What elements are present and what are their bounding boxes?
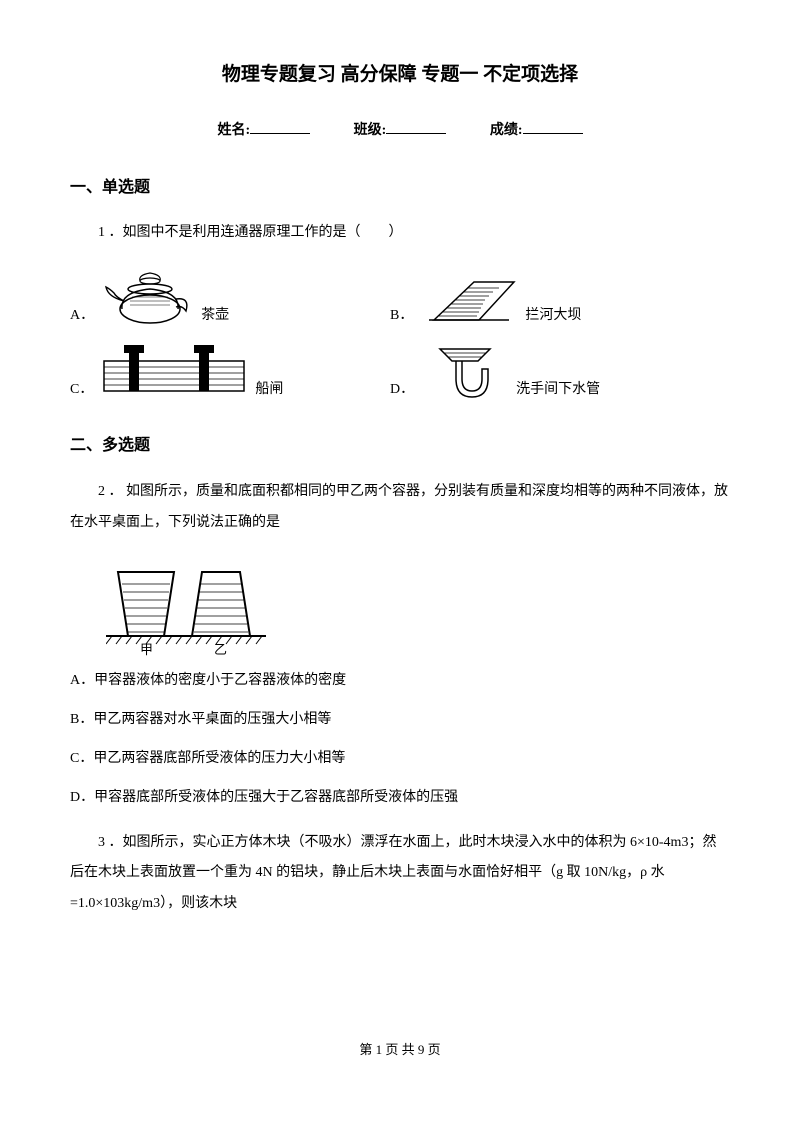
q2-text: 2 ． 如图所示，质量和底面积都相同的甲乙两个容器，分别装有质量和深度均相等的两… xyxy=(70,477,730,539)
q2-choice-d: D．甲容器底部所受液体的压强大于乙容器底部所受液体的压强 xyxy=(70,783,730,814)
page-footer: 第 1 页 共 9 页 xyxy=(70,1040,730,1061)
meta-row: 姓名: 班级: 成绩: xyxy=(70,118,730,142)
q2-figure: 甲 乙 xyxy=(106,556,730,656)
name-blank xyxy=(250,118,310,134)
q1-opt-a: A． 茶壶 xyxy=(70,267,350,327)
q1-opt-b: B． 拦河大坝 xyxy=(390,267,581,327)
score-label: 成绩: xyxy=(490,123,523,138)
q1-opt-d: D． 洗手间下水管 xyxy=(390,341,600,401)
lock-icon xyxy=(99,341,249,401)
q1-options: A． 茶壶 B． xyxy=(70,267,730,415)
dam-icon xyxy=(419,272,519,327)
section2-heading: 二、多选题 xyxy=(70,433,730,459)
q1-opt-c: C． 船闸 xyxy=(70,341,350,401)
opt-b-label: 拦河大坝 xyxy=(525,305,581,327)
opt-b-letter: B． xyxy=(390,305,413,327)
class-blank xyxy=(386,118,446,134)
opt-a-label: 茶壶 xyxy=(201,305,229,327)
name-label: 姓名: xyxy=(217,123,250,138)
opt-d-label: 洗手间下水管 xyxy=(516,379,600,401)
opt-c-letter: C． xyxy=(70,379,93,401)
q1-text: 1 ．如图中不是利用连通器原理工作的是（ ） xyxy=(70,218,730,249)
page-title: 物理专题复习 高分保障 专题一 不定项选择 xyxy=(70,60,730,90)
q2-label-right: 乙 xyxy=(214,642,227,656)
q2-choice-a: A．甲容器液体的密度小于乙容器液体的密度 xyxy=(70,666,730,697)
class-label: 班级: xyxy=(354,123,387,138)
section1-heading: 一、单选题 xyxy=(70,175,730,201)
opt-a-letter: A． xyxy=(70,305,94,327)
opt-c-label: 船闸 xyxy=(255,379,283,401)
teapot-icon xyxy=(100,267,195,327)
q2-choice-c: C．甲乙两容器底部所受液体的压力大小相等 xyxy=(70,744,730,775)
q2-choice-b: B．甲乙两容器对水平桌面的压强大小相等 xyxy=(70,705,730,736)
q2-label-left: 甲 xyxy=(140,642,153,656)
q3-text: 3 ．如图所示，实心正方体木块（不吸水）漂浮在水面上，此时木块浸入水中的体积为 … xyxy=(70,828,730,920)
opt-d-letter: D． xyxy=(390,379,414,401)
drain-icon xyxy=(420,341,510,401)
score-blank xyxy=(523,118,583,134)
